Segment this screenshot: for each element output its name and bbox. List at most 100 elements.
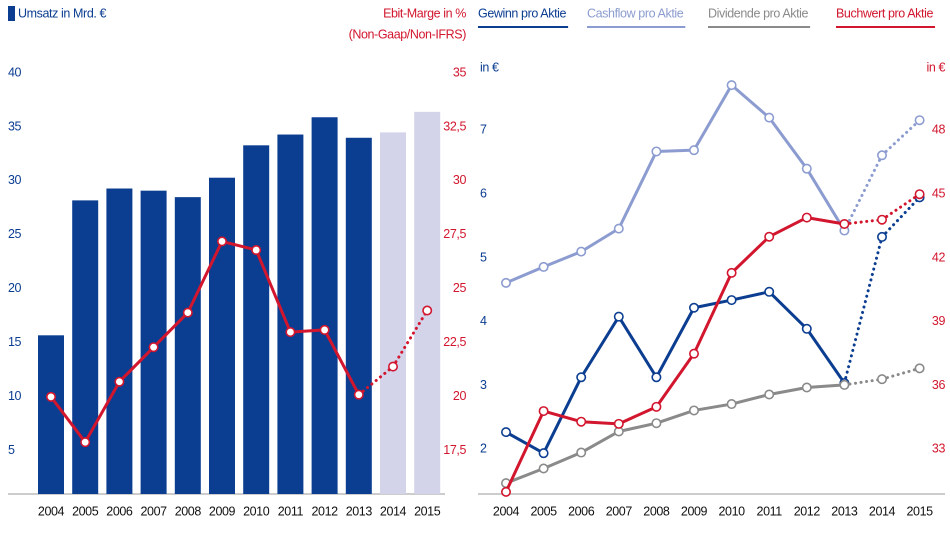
line-segment [692, 298, 734, 310]
point [876, 214, 887, 225]
legend-label: Ebit-Marge in % [383, 6, 466, 20]
line-segment [542, 409, 583, 424]
x-tick-label: 2007 [606, 504, 633, 518]
point [251, 245, 262, 256]
x-tick-label: 2004 [38, 504, 65, 518]
line-segment [579, 429, 621, 455]
y2-tick-label: 22,5 [443, 335, 466, 349]
x-tick-label: 2012 [311, 504, 338, 518]
line-segment [767, 116, 809, 171]
y2-tick-label: 25 [453, 281, 467, 295]
point [688, 145, 699, 156]
forecast-segment [880, 366, 922, 381]
line-segment [579, 315, 621, 379]
x-tick-label: 2005 [530, 504, 557, 518]
line-segment [504, 265, 546, 285]
line-segment [767, 216, 809, 239]
x-tick-label: 2007 [140, 504, 167, 518]
legend-label: Gewinn pro Aktie [478, 6, 567, 20]
line-segment [730, 290, 771, 302]
point [651, 401, 662, 412]
line-segment [49, 395, 87, 444]
line-segment [504, 430, 546, 455]
point [801, 163, 812, 174]
point [500, 277, 511, 288]
bar [72, 200, 99, 494]
point [801, 323, 812, 334]
y-tick-label: 5 [8, 443, 15, 457]
x-tick-label: 2008 [643, 504, 670, 518]
line-segment [504, 409, 546, 494]
legend-label: Buchwert pro Aktie [836, 6, 933, 20]
point [353, 389, 364, 400]
point [801, 382, 812, 393]
point [876, 150, 887, 161]
forecast-segment [842, 218, 884, 226]
bar [380, 132, 406, 494]
line-segment [654, 352, 696, 409]
x-tick-label: 2014 [869, 504, 896, 518]
point [764, 231, 775, 242]
x-tick-label: 2006 [106, 504, 133, 518]
x-tick-label: 2014 [380, 504, 407, 518]
point [726, 295, 737, 306]
line-segment [654, 148, 696, 153]
bar [209, 177, 235, 494]
bar [277, 134, 304, 494]
x-tick-label: 2015 [414, 504, 441, 518]
x-tick-label: 2010 [718, 504, 745, 518]
line-segment [579, 420, 621, 426]
point [651, 146, 662, 157]
x-tick-label: 2012 [794, 504, 821, 518]
y2-axis-label: in € [926, 60, 945, 74]
point [538, 261, 549, 272]
line-segment [654, 306, 696, 379]
y2-tick-label: 36 [932, 378, 946, 392]
forecast-segment [842, 377, 884, 387]
x-tick-label: 2004 [493, 504, 520, 518]
point [839, 218, 850, 229]
y-tick-label: 30 [8, 173, 22, 187]
legend-label: Dividende pro Aktie [708, 6, 809, 20]
point [576, 372, 587, 383]
point [285, 327, 296, 338]
y-tick-label: 10 [8, 389, 22, 403]
point [613, 223, 624, 234]
point [422, 305, 433, 316]
line-segment [579, 227, 621, 254]
line-segment [254, 248, 292, 334]
line-segment [220, 239, 258, 252]
line-segment [186, 239, 224, 315]
line-segment [767, 290, 809, 331]
y2-tick-label: 27,5 [443, 227, 466, 241]
point [45, 391, 56, 402]
point [387, 361, 398, 372]
point [500, 486, 511, 497]
x-tick-label: 2010 [243, 504, 270, 518]
point [914, 189, 925, 200]
x-tick-label: 2005 [72, 504, 99, 518]
point [726, 267, 737, 278]
forecast-segment [842, 235, 884, 385]
line-segment [617, 405, 658, 426]
y2-tick-label: 35 [453, 65, 467, 79]
line-segment [730, 83, 771, 120]
y-tick-label: 7 [480, 123, 487, 137]
point [613, 311, 624, 322]
point [80, 437, 91, 448]
point [500, 427, 511, 438]
x-tick-label: 2006 [568, 504, 595, 518]
legend-label: Cashflow pro Aktie [587, 6, 684, 20]
line-segment [617, 315, 658, 379]
bar [174, 197, 201, 494]
bar [345, 137, 372, 494]
point [914, 115, 925, 126]
y-tick-label: 4 [480, 314, 487, 328]
line-segment [767, 385, 809, 396]
line-segment [323, 328, 361, 397]
point [764, 286, 775, 297]
line-segment [805, 383, 846, 389]
line-segment [692, 402, 734, 412]
point [688, 405, 699, 416]
